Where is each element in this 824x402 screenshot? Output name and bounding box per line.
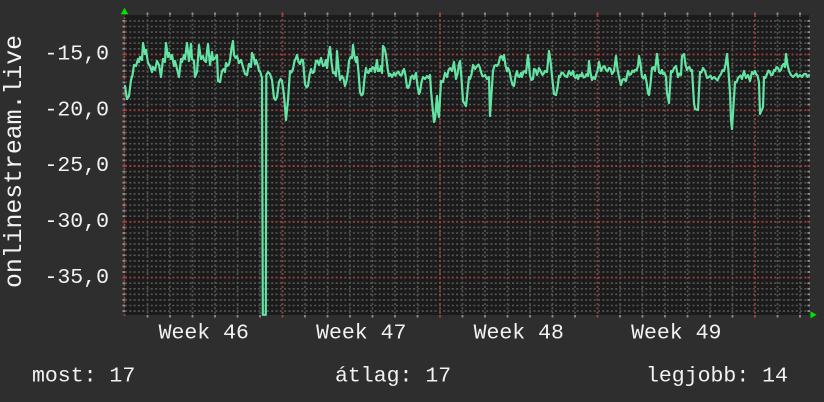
svg-text:Week 49: Week 49 <box>631 322 721 346</box>
svg-text:-15,0: -15,0 <box>44 43 109 67</box>
svg-text:átlag: 17: átlag: 17 <box>335 365 451 389</box>
svg-text:Week 47: Week 47 <box>316 322 406 346</box>
svg-text:-35,0: -35,0 <box>44 266 109 290</box>
svg-text:-25,0: -25,0 <box>44 154 109 178</box>
svg-text:Week 46: Week 46 <box>159 322 249 346</box>
svg-text:legjobb: 14: legjobb: 14 <box>646 365 788 389</box>
svg-text:Week 48: Week 48 <box>474 322 564 346</box>
svg-text:-30,0: -30,0 <box>44 210 109 234</box>
svg-text:most: 17: most: 17 <box>32 365 135 389</box>
svg-text:onlinestream.live: onlinestream.live <box>1 35 29 288</box>
svg-text:-20,0: -20,0 <box>44 98 109 122</box>
